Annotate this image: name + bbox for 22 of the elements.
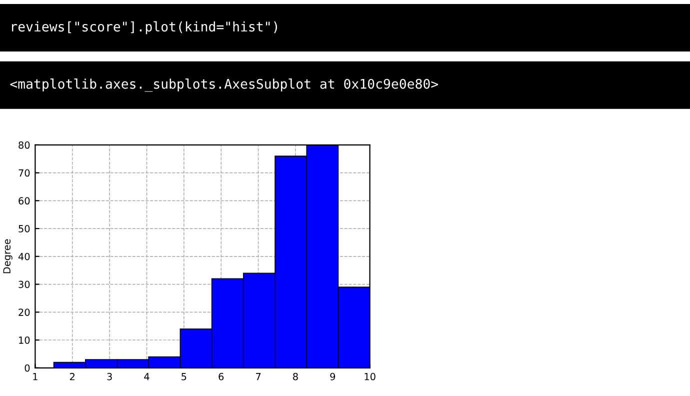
y-tick-label: 30 bbox=[18, 280, 30, 288]
y-tick-label: 80 bbox=[18, 141, 30, 149]
y-tick-label: 70 bbox=[18, 169, 30, 177]
x-tick-label: 6 bbox=[218, 372, 224, 380]
x-tick-label: 8 bbox=[293, 372, 298, 380]
text: <matplotlib.axes._subplots.AxesSubplot at 0x10c9e0e80> bbox=[10, 78, 438, 92]
x-tick-label: 7 bbox=[256, 373, 261, 380]
text: reviews["score"].plot(kind="hist") bbox=[12, 21, 277, 34]
x-tick-label: 5 bbox=[182, 373, 186, 380]
x-tick-label: 4 bbox=[144, 373, 150, 380]
y-axis-title: Degree bbox=[3, 239, 12, 274]
y-tick-label: 50 bbox=[18, 225, 30, 232]
y-tick-label: 10 bbox=[19, 336, 30, 344]
y-tick-label: 20 bbox=[18, 308, 30, 316]
x-tick-label: 1 bbox=[33, 373, 38, 380]
x-tick-label: 2 bbox=[70, 372, 74, 380]
y-tick-label: 40 bbox=[18, 252, 30, 260]
x-tick-label: 10 bbox=[364, 372, 376, 380]
y-tick-label: 0 bbox=[24, 364, 30, 372]
y-tick-label: 60 bbox=[18, 197, 30, 205]
x-tick-label: 3 bbox=[107, 372, 112, 380]
x-tick-label: 9 bbox=[330, 372, 336, 380]
